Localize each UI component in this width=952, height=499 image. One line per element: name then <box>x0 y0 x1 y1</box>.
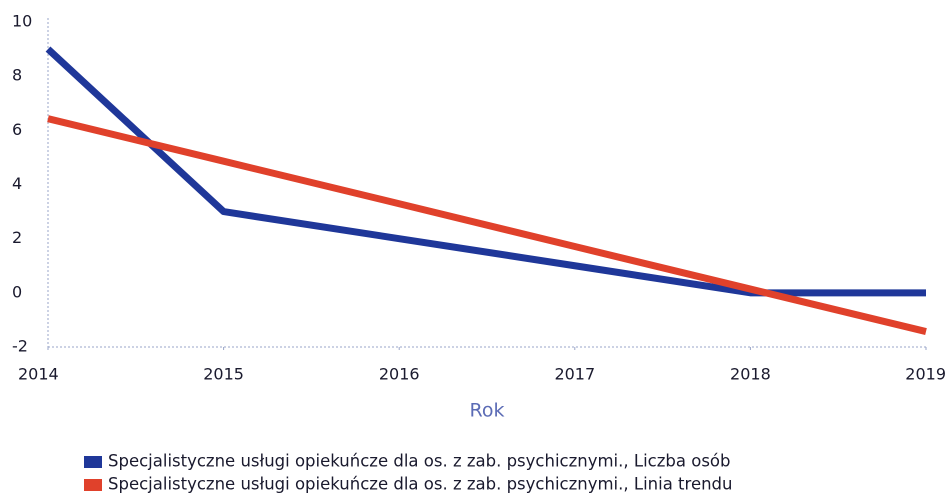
legend-label: Specjalistyczne usługi opiekuńcze dla os… <box>108 475 733 494</box>
y-tick-label: 6 <box>12 120 22 139</box>
x-tick-label: 2017 <box>554 365 595 384</box>
x-tick-label: 2015 <box>203 365 244 384</box>
y-tick-label: 0 <box>12 282 22 301</box>
y-tick-label: 2 <box>12 228 22 247</box>
x-tick-label: 2014 <box>18 365 59 384</box>
y-tick-label: -2 <box>12 337 28 356</box>
y-tick-label: 8 <box>12 66 22 85</box>
y-tick-label: 4 <box>12 174 22 193</box>
y-tick-label: 10 <box>12 12 32 31</box>
series-line <box>45 46 926 297</box>
legend-swatch <box>84 456 102 468</box>
series-line <box>47 115 927 335</box>
x-tick-label: 2016 <box>379 365 420 384</box>
x-axis-title: Rok <box>470 400 505 422</box>
legend-label: Specjalistyczne usługi opiekuńcze dla os… <box>108 452 730 471</box>
x-tick-label: 2018 <box>730 365 771 384</box>
x-tick-label: 2019 <box>905 365 946 384</box>
legend-swatch <box>84 479 102 491</box>
